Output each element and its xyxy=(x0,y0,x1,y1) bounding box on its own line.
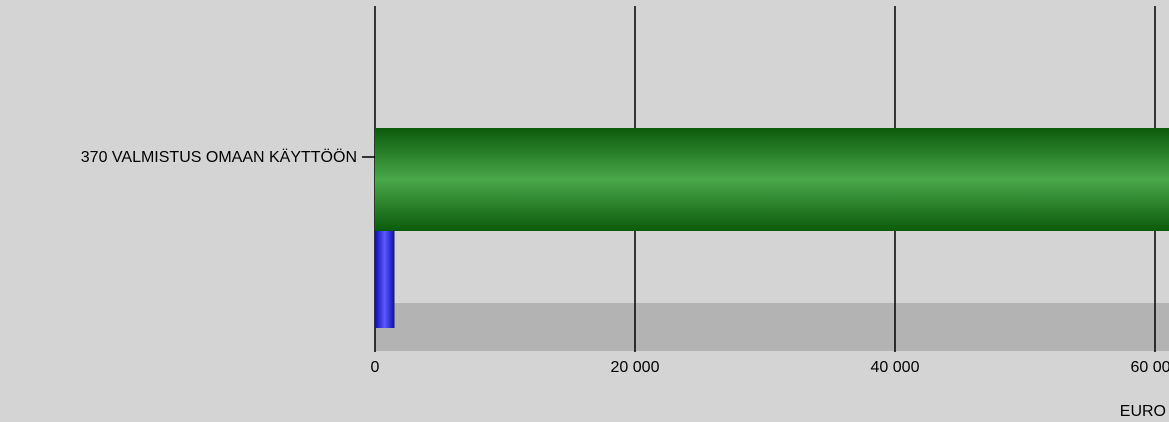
category-label: 370 VALMISTUS OMAAN KÄYTTÖÖN xyxy=(81,148,357,166)
x-tick-label-2: 40 000 xyxy=(871,359,920,376)
bar-series-2 xyxy=(375,231,395,328)
bar-series-1 xyxy=(375,128,1169,231)
x-tick-label-0: 0 xyxy=(371,359,380,376)
x-axis-label: EURO xyxy=(1120,403,1166,420)
x-tick-label-1: 20 000 xyxy=(611,359,660,376)
axis: 0 20 000 40 000 60 000 370 VALMISTUS OMAAN K… xyxy=(81,148,1169,376)
background-band xyxy=(375,303,1169,351)
bars xyxy=(375,128,1169,328)
x-tick-label-3: 60 000 xyxy=(1131,359,1169,376)
background-band-layer xyxy=(375,303,1169,351)
